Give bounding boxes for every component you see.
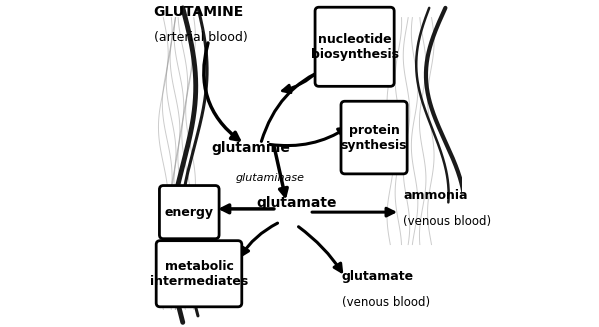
Text: glutamate: glutamate: [341, 270, 414, 284]
FancyBboxPatch shape: [341, 101, 407, 174]
Text: nucleotide
biosynthesis: nucleotide biosynthesis: [311, 33, 398, 61]
FancyArrowPatch shape: [274, 147, 287, 196]
FancyArrowPatch shape: [298, 227, 341, 272]
FancyArrowPatch shape: [204, 43, 239, 140]
FancyArrowPatch shape: [222, 205, 274, 213]
Text: ammonia: ammonia: [403, 189, 468, 202]
FancyBboxPatch shape: [315, 7, 394, 86]
FancyBboxPatch shape: [159, 185, 219, 239]
Text: (arterial blood): (arterial blood): [153, 30, 247, 43]
Text: metabolic
intermediates: metabolic intermediates: [150, 260, 248, 288]
Text: glutamine: glutamine: [211, 141, 291, 155]
FancyArrowPatch shape: [270, 128, 346, 146]
Text: protein
synthesis: protein synthesis: [341, 124, 407, 151]
Text: glutaminase: glutaminase: [236, 173, 305, 183]
FancyBboxPatch shape: [156, 241, 242, 307]
FancyArrowPatch shape: [312, 208, 394, 216]
Text: energy: energy: [165, 206, 214, 219]
Text: GLUTAMINE: GLUTAMINE: [153, 5, 244, 19]
Text: (venous blood): (venous blood): [403, 215, 491, 228]
Text: glutamate: glutamate: [256, 196, 337, 210]
FancyArrowPatch shape: [241, 223, 277, 255]
FancyArrowPatch shape: [261, 68, 326, 141]
Text: (venous blood): (venous blood): [341, 297, 429, 309]
FancyArrowPatch shape: [283, 37, 338, 93]
